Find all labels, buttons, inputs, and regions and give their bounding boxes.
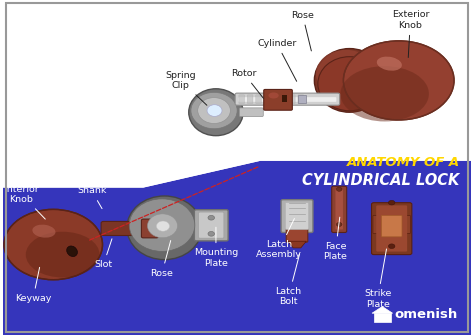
Ellipse shape [147, 214, 177, 238]
Text: Cylinder: Cylinder [257, 39, 297, 81]
FancyBboxPatch shape [256, 95, 261, 104]
Text: Latch
Assembly: Latch Assembly [256, 218, 302, 259]
Ellipse shape [314, 49, 385, 112]
Ellipse shape [26, 232, 100, 277]
FancyBboxPatch shape [247, 95, 253, 104]
FancyBboxPatch shape [199, 212, 224, 238]
Polygon shape [3, 0, 471, 188]
FancyBboxPatch shape [332, 186, 346, 232]
Polygon shape [372, 307, 392, 313]
Ellipse shape [127, 196, 202, 260]
Circle shape [337, 187, 342, 191]
FancyBboxPatch shape [400, 215, 410, 233]
FancyBboxPatch shape [285, 202, 309, 229]
FancyBboxPatch shape [239, 108, 263, 117]
Circle shape [388, 200, 395, 205]
Text: Mounting
Plate: Mounting Plate [194, 227, 238, 268]
FancyBboxPatch shape [376, 205, 407, 252]
Polygon shape [3, 161, 471, 335]
FancyBboxPatch shape [336, 189, 343, 229]
Ellipse shape [318, 57, 381, 111]
Polygon shape [288, 241, 306, 248]
Circle shape [4, 209, 102, 280]
FancyBboxPatch shape [373, 215, 383, 233]
Ellipse shape [156, 221, 170, 231]
Text: Latch
Bolt: Latch Bolt [275, 254, 301, 306]
Text: Face
Plate: Face Plate [324, 217, 347, 261]
Text: Keyway: Keyway [15, 267, 51, 303]
Ellipse shape [207, 105, 222, 117]
Ellipse shape [32, 225, 55, 238]
FancyBboxPatch shape [281, 95, 287, 104]
FancyBboxPatch shape [298, 95, 306, 103]
Text: ANATOMY OF A: ANATOMY OF A [346, 156, 460, 169]
Text: Strike
Plate: Strike Plate [364, 249, 392, 309]
Ellipse shape [316, 50, 375, 97]
FancyBboxPatch shape [281, 200, 313, 232]
Text: Shank: Shank [77, 187, 107, 209]
Ellipse shape [377, 57, 402, 71]
FancyBboxPatch shape [194, 210, 228, 241]
Text: Interior
Knob: Interior Knob [4, 185, 46, 219]
FancyBboxPatch shape [238, 97, 337, 102]
Text: Rose: Rose [151, 241, 173, 277]
FancyBboxPatch shape [239, 95, 245, 104]
Ellipse shape [340, 66, 429, 122]
Ellipse shape [189, 89, 243, 136]
Ellipse shape [67, 246, 77, 257]
Circle shape [208, 215, 215, 220]
FancyBboxPatch shape [286, 228, 308, 242]
Ellipse shape [191, 92, 237, 129]
Circle shape [388, 244, 395, 249]
Ellipse shape [268, 92, 279, 98]
FancyBboxPatch shape [264, 89, 292, 110]
Text: Spring
Clip: Spring Clip [165, 71, 207, 105]
FancyBboxPatch shape [141, 219, 158, 238]
Text: Rose: Rose [291, 11, 314, 51]
FancyBboxPatch shape [372, 203, 412, 255]
FancyBboxPatch shape [374, 313, 391, 322]
FancyBboxPatch shape [290, 95, 295, 104]
Circle shape [343, 41, 454, 120]
Text: omenish: omenish [394, 308, 457, 321]
Text: Exterior
Knob: Exterior Knob [392, 10, 429, 58]
Text: Slot: Slot [94, 239, 112, 269]
Ellipse shape [129, 199, 195, 251]
FancyBboxPatch shape [382, 215, 402, 237]
Text: CYLINDRICAL LOCK: CYLINDRICAL LOCK [302, 173, 460, 188]
FancyBboxPatch shape [298, 95, 303, 104]
Ellipse shape [198, 98, 230, 124]
FancyBboxPatch shape [101, 221, 160, 236]
Text: Rotor: Rotor [231, 69, 264, 98]
Circle shape [208, 231, 215, 236]
FancyBboxPatch shape [235, 93, 340, 105]
FancyBboxPatch shape [282, 95, 287, 102]
Circle shape [337, 222, 342, 226]
FancyBboxPatch shape [264, 95, 270, 104]
FancyBboxPatch shape [273, 95, 278, 104]
